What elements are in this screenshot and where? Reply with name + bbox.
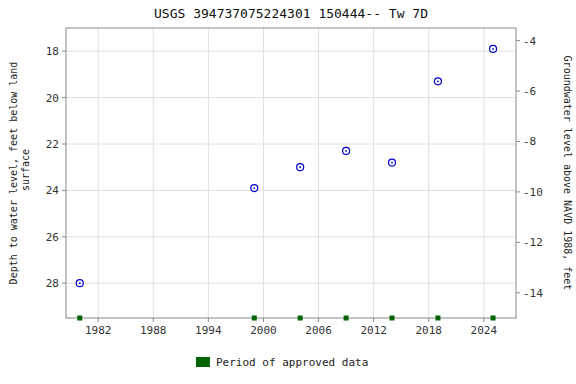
legend: Period of approved data [196, 356, 368, 369]
plot-area [76, 45, 496, 286]
y2-tick [516, 141, 520, 142]
point-center [391, 162, 393, 164]
approved-marker [77, 316, 82, 321]
point-center [299, 166, 301, 168]
y-tick [62, 236, 66, 237]
x-tick-label: 2012 [360, 324, 387, 337]
y2-tick [516, 191, 520, 192]
data-point [297, 164, 304, 171]
x-tick-label: 1994 [195, 324, 222, 337]
legend-label: Period of approved data [216, 356, 368, 369]
x-grid-line [153, 28, 154, 318]
point-center [492, 48, 494, 50]
point-ring [434, 78, 441, 85]
approved-marker [298, 316, 303, 321]
y-axis-label: Depth to water level, feet below land su… [8, 62, 31, 285]
y-tick [62, 97, 66, 98]
x-tick-label: 2006 [305, 324, 332, 337]
x-tick [373, 318, 374, 322]
y-axis-label-line: surface [20, 149, 31, 197]
point-center [345, 150, 347, 152]
x-tick [483, 318, 484, 322]
point-center [437, 80, 439, 82]
y-grid-line [66, 190, 516, 191]
y-tick [62, 190, 66, 191]
y-grid-line [66, 144, 516, 145]
y-tick-label: 24 [46, 184, 60, 197]
y-tick-label: 22 [46, 138, 59, 151]
x-tick-label: 1982 [85, 324, 112, 337]
approved-marker [491, 316, 496, 321]
x-tick-label: 2018 [416, 324, 443, 337]
y2-tick [516, 242, 520, 243]
approved-marker [435, 316, 440, 321]
x-tick [318, 318, 319, 322]
x-tick [208, 318, 209, 322]
x-tick [98, 318, 99, 322]
y2-tick-label: -4 [523, 35, 537, 48]
plot-frame [66, 28, 516, 318]
y2-tick-label: -8 [523, 135, 536, 148]
y2-tick-label: -6 [523, 85, 536, 98]
y-tick-label: 18 [46, 45, 59, 58]
y-grid-line [66, 51, 516, 52]
approved-marker [344, 316, 349, 321]
y2-tick-label: -14 [523, 287, 543, 300]
y2-tick-label: -12 [523, 236, 543, 249]
approved-marker [390, 316, 395, 321]
x-grid-line [318, 28, 319, 318]
point-ring [76, 280, 83, 287]
point-ring [389, 159, 396, 166]
data-point [490, 45, 497, 52]
chart: 1982 1988 1994 2000 2006 2012 2018 2024 18 20 22 24… [0, 0, 576, 384]
y-grid-line [66, 97, 516, 98]
y-tick-label: 26 [46, 231, 59, 244]
approved-marker [252, 316, 257, 321]
legend-swatch [196, 357, 210, 367]
y2-axis-label: Groundwater level above NAVD 1988, feet [562, 56, 573, 291]
y2-tick [516, 91, 520, 92]
x-grid-line [428, 28, 429, 318]
x-tick [263, 318, 264, 322]
x-grid-line [483, 28, 484, 318]
x-tick [428, 318, 429, 322]
background [0, 0, 576, 384]
y2-tick [516, 40, 520, 41]
data-point [389, 159, 396, 166]
data-point [251, 185, 258, 192]
y-axis-label-line: Depth to water level, feet below land [8, 62, 19, 285]
y-tick-label: 28 [46, 277, 59, 290]
point-ring [343, 147, 350, 154]
point-ring [251, 185, 258, 192]
data-point [76, 280, 83, 287]
x-grid-line [208, 28, 209, 318]
y-grid-line [66, 236, 516, 237]
point-ring [490, 45, 497, 52]
x-tick-label: 1988 [140, 324, 167, 337]
point-center [253, 187, 255, 189]
x-grid-line [98, 28, 99, 318]
y-tick [62, 51, 66, 52]
x-grid-line [263, 28, 264, 318]
y-grid-line [66, 283, 516, 284]
data-point [343, 147, 350, 154]
x-grid-line [373, 28, 374, 318]
x-tick-label: 2000 [250, 324, 277, 337]
y2-tick-label: -10 [523, 186, 543, 199]
grid [66, 28, 516, 318]
point-center [79, 282, 81, 284]
y-tick [62, 144, 66, 145]
y2-tick [516, 292, 520, 293]
data-point [434, 78, 441, 85]
y-tick [62, 283, 66, 284]
title: USGS 394737075224301 150444-- Tw 7D [154, 6, 428, 21]
axes: 1982 1988 1994 2000 2006 2012 2018 2024 18 20 22 24… [46, 35, 543, 337]
point-ring [297, 164, 304, 171]
x-tick [153, 318, 154, 322]
y-tick-label: 20 [46, 92, 59, 105]
x-tick-label: 2024 [471, 324, 498, 337]
rug [77, 316, 495, 321]
